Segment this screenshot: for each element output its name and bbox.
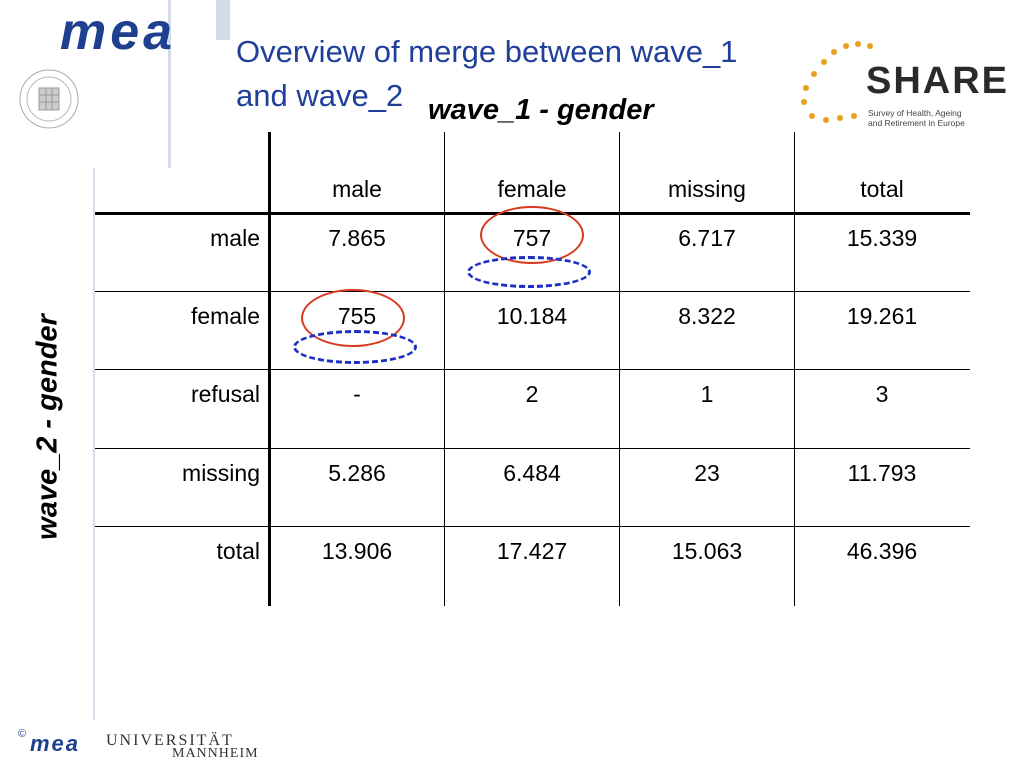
- table-cell: 15.063: [671, 538, 743, 564]
- column-header: total: [860, 176, 904, 202]
- column-header: male: [332, 176, 382, 202]
- table-gridline: [95, 526, 970, 527]
- row-label: total: [216, 538, 260, 564]
- row-axis-label: wave_2 - gender: [31, 314, 64, 540]
- university-name-line-2: MANNHEIM: [172, 746, 259, 761]
- share-subtitle: Survey of Health, Ageing and Retirement …: [868, 108, 965, 128]
- mea-logo: mea: [60, 3, 177, 61]
- table-gridline: [95, 448, 970, 449]
- table-cell: 46.396: [846, 538, 918, 564]
- row-label: refusal: [190, 381, 260, 407]
- copyright-symbol: ©: [18, 728, 27, 740]
- table-cell: 15.339: [846, 225, 918, 251]
- share-word: SHARE: [866, 60, 1010, 102]
- title-line-2: and wave_2: [236, 78, 404, 113]
- table-cell: 5.286: [328, 460, 386, 486]
- column-axis-label: wave_1 - gender: [428, 94, 654, 126]
- table-cell: -: [353, 381, 361, 407]
- share-subtitle-line-1: Survey of Health, Ageing: [868, 108, 962, 118]
- table-gridline: [95, 291, 970, 292]
- table-cell: 2: [525, 381, 539, 407]
- title-line-1: Overview of merge between wave_1: [236, 34, 738, 69]
- table-cell: 8.322: [678, 303, 736, 329]
- crosstab-table: male female missing total male 7.865 757…: [95, 132, 970, 606]
- table-cell: 17.427: [496, 538, 568, 564]
- table-cell: 11.793: [847, 460, 917, 486]
- footer-mea-logo: mea: [30, 731, 81, 756]
- row-label: missing: [182, 460, 260, 486]
- frame-line-top: [168, 0, 171, 168]
- share-stars-icon: [801, 41, 873, 123]
- table-cell: 10.184: [496, 303, 568, 329]
- table-cell: 6.484: [503, 460, 561, 486]
- column-header: female: [497, 176, 567, 202]
- column-header: missing: [668, 176, 746, 202]
- highlight-circle-blue: [293, 330, 417, 364]
- row-label: male: [210, 225, 260, 251]
- university-seal-icon: [19, 69, 79, 129]
- table-cell: 3: [875, 381, 889, 407]
- table-cell: 7.865: [328, 225, 386, 251]
- row-axis-label-container: wave_2 - gender: [18, 298, 78, 556]
- share-subtitle-line-2: and Retirement in Europe: [868, 118, 965, 128]
- table-cell: 19.261: [846, 303, 918, 329]
- table-cell: 23: [694, 460, 720, 486]
- highlight-circle-blue: [467, 256, 591, 288]
- table-gridline: [95, 369, 970, 370]
- table-cell: 13.906: [321, 538, 393, 564]
- frame-bar-top: [216, 0, 230, 40]
- table-cell: 6.717: [678, 225, 736, 251]
- page-title: Overview of merge between wave_1 and wav…: [236, 30, 856, 118]
- row-label: female: [190, 303, 260, 329]
- university-name-line-1: UNIVERSITÄT: [106, 732, 234, 749]
- share-logo: SHARE Survey of Health, Ageing and Retir…: [796, 38, 1010, 132]
- frame-line-left: [93, 168, 95, 720]
- table-cell: 1: [700, 381, 714, 407]
